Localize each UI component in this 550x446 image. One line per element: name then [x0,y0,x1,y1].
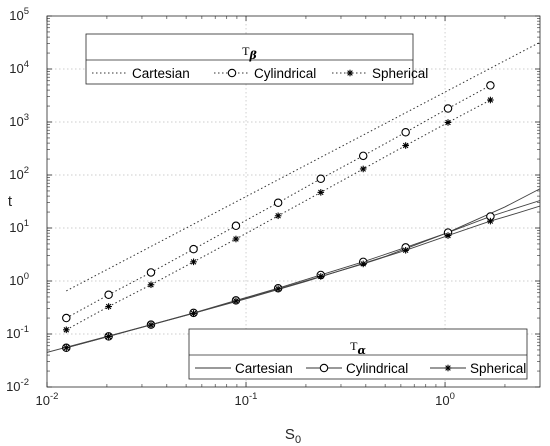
alpha-spherical-marker [62,344,70,352]
beta-spherical-marker [147,281,155,289]
legend-title: Tα [350,339,366,357]
y-tick-label: 101 [9,218,29,235]
beta-spherical-marker [487,96,494,104]
legend-title: Tβ [242,44,257,62]
y-axis-label: t [8,193,13,210]
alpha-spherical-marker [147,321,155,329]
x-tick-label: 10-1 [235,391,258,408]
legend-entry-cartesian: Cartesian [132,66,190,81]
beta-spherical-marker [232,235,240,243]
legend-entry-spherical: Spherical [470,361,526,376]
legend-entry-cartesian: Cartesian [235,361,293,376]
x-tick-label: 10-2 [36,391,59,408]
y-tick-label: 10-2 [6,377,29,394]
legend-entry-spherical: Spherical [372,66,428,81]
legend-box [85,33,414,85]
beta-cylindrical-marker [273,198,283,207]
beta-cylindrical-marker [443,104,453,113]
alpha-spherical-marker [444,232,452,239]
series-layer [47,41,540,353]
alpha-spherical-marker [232,297,240,305]
legend-marker-circle [227,68,237,78]
beta-spherical-marker [359,165,367,173]
beta-spherical-marker [190,258,197,266]
legend-entry-cylindrical: Cylindrical [346,361,408,376]
y-tick-label: 103 [9,112,29,129]
beta-cylindrical-marker [62,313,71,323]
beta-cylindrical-marker [401,128,410,137]
legend-t-beta: Tβ Cartesian Cylindrical Spherical [85,33,428,85]
beta-spherical-marker [274,212,282,220]
beta-cylindrical-marker [358,151,368,161]
alpha-spherical-marker [274,285,282,293]
alpha-spherical-marker [105,333,112,340]
beta-cylindrical-marker [316,174,326,183]
beta-spherical-marker [105,303,112,310]
legend-box [188,328,528,380]
beta-spherical-marker [444,119,452,126]
legend-t-alpha: Tα Cartesian Cylindrical Spherical [188,328,528,380]
alpha-spherical-marker [317,273,325,280]
legend-entry-cylindrical: Cylindrical [254,66,316,81]
alpha-spherical-marker [359,260,367,268]
series-clip [47,41,540,353]
grid [47,16,540,387]
alpha-spherical-marker [190,310,197,317]
x-tick-label: 100 [435,391,455,408]
beta-cartesian-line [66,41,540,292]
beta-spherical-marker [62,326,70,334]
legend-marker-asterisk [346,69,354,77]
beta-cylindrical-marker [146,268,156,277]
y-tick-label: 104 [9,59,29,76]
ticks: 10-2 10-1 100 10-2 10-1 100 101 102 103 104 105 [6,6,540,408]
legend-marker-circle [319,363,329,373]
legend-marker-asterisk [444,364,452,372]
y-tick-label: 100 [9,271,29,288]
y-tick-label: 10-1 [6,324,29,341]
beta-spherical-marker [402,142,409,149]
beta-cylindrical-marker [104,290,113,300]
plot-frame [46,15,541,388]
beta-spherical-marker [317,189,325,196]
alpha-spherical-marker [487,217,494,225]
alpha-spherical-marker [402,246,409,254]
y-tick-label: 102 [9,165,29,182]
x-axis-label-subscript: 0 [295,434,301,446]
x-axis-label: S0 [285,426,301,446]
beta-cylindrical-marker [189,244,198,254]
y-tick-label: 105 [9,6,29,23]
beta-cylindrical-marker [231,221,241,231]
beta-cylindrical-marker [486,81,495,90]
